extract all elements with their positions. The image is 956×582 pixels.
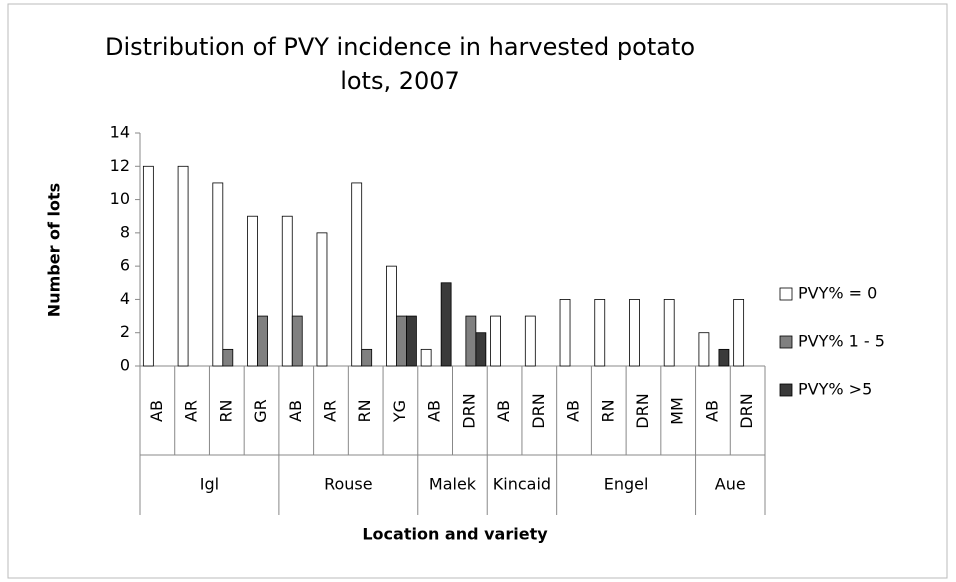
bar — [718, 348, 730, 367]
bar — [594, 299, 606, 367]
bar — [475, 332, 487, 367]
bar — [406, 315, 417, 367]
group-label: Kincaid — [493, 475, 551, 494]
bar — [177, 165, 189, 367]
x-tick-label: AB — [564, 400, 583, 422]
bar — [212, 182, 224, 367]
legend-swatch — [779, 383, 793, 397]
legend-label: PVY% 1 - 5 — [798, 332, 885, 351]
group-label: Aue — [715, 475, 746, 494]
x-tick-label: DRN — [529, 393, 548, 428]
bar — [733, 299, 745, 367]
x-tick-label: AR — [320, 400, 339, 422]
x-tick-label: MM — [668, 397, 687, 425]
bar — [361, 348, 373, 367]
group-label: Igl — [200, 475, 219, 494]
x-tick-label: AB — [147, 400, 166, 422]
bar — [396, 315, 407, 367]
bar — [316, 232, 328, 367]
legend-swatch — [779, 335, 793, 349]
bar — [663, 299, 675, 367]
bar — [420, 348, 432, 367]
x-tick-label: DRN — [737, 393, 756, 428]
chart-title: Distribution of PVY incidence in harvest… — [105, 33, 695, 61]
y-tick-label: 14 — [110, 123, 130, 142]
chart-title: lots, 2007 — [340, 67, 460, 95]
y-tick-label: 10 — [110, 189, 130, 208]
bar — [257, 315, 268, 367]
y-tick-label: 8 — [120, 222, 130, 241]
bar — [440, 282, 452, 367]
x-tick-label: DRN — [633, 393, 652, 428]
x-tick-label: RN — [598, 399, 617, 422]
bar — [247, 215, 258, 367]
bar — [698, 332, 710, 367]
bar — [465, 315, 477, 367]
x-tick-label: AB — [494, 400, 513, 422]
bar — [222, 348, 234, 367]
legend-swatch — [779, 287, 793, 301]
y-tick-label: 0 — [120, 356, 130, 375]
y-tick-label: 4 — [120, 289, 130, 308]
x-tick-label: DRN — [459, 393, 478, 428]
x-tick-label: RN — [355, 399, 374, 422]
group-label: Engel — [604, 475, 649, 494]
x-tick-label: AB — [425, 400, 444, 422]
bar — [281, 215, 293, 367]
legend-label: PVY% = 0 — [798, 284, 877, 303]
y-axis-title: Number of lots — [45, 183, 64, 317]
x-tick-label: GR — [251, 399, 270, 423]
group-label: Rouse — [324, 475, 373, 494]
bar — [351, 182, 363, 367]
bar — [490, 315, 501, 367]
bar — [629, 299, 640, 367]
y-tick-label: 2 — [120, 322, 130, 341]
bar — [142, 165, 154, 367]
y-tick-label: 12 — [110, 156, 130, 175]
bar — [386, 265, 397, 367]
legend-label: PVY% >5 — [798, 380, 872, 399]
bar — [559, 299, 571, 367]
group-label: Malek — [429, 475, 477, 494]
x-tick-label: RN — [216, 399, 235, 422]
bar — [524, 315, 536, 367]
x-axis-title: Location and variety — [362, 525, 548, 544]
x-tick-label: AB — [702, 400, 721, 422]
bar — [291, 315, 303, 367]
x-tick-label: YG — [390, 400, 409, 423]
x-tick-label: AR — [182, 400, 201, 422]
x-tick-label: AB — [286, 400, 305, 422]
y-tick-label: 6 — [120, 256, 130, 275]
